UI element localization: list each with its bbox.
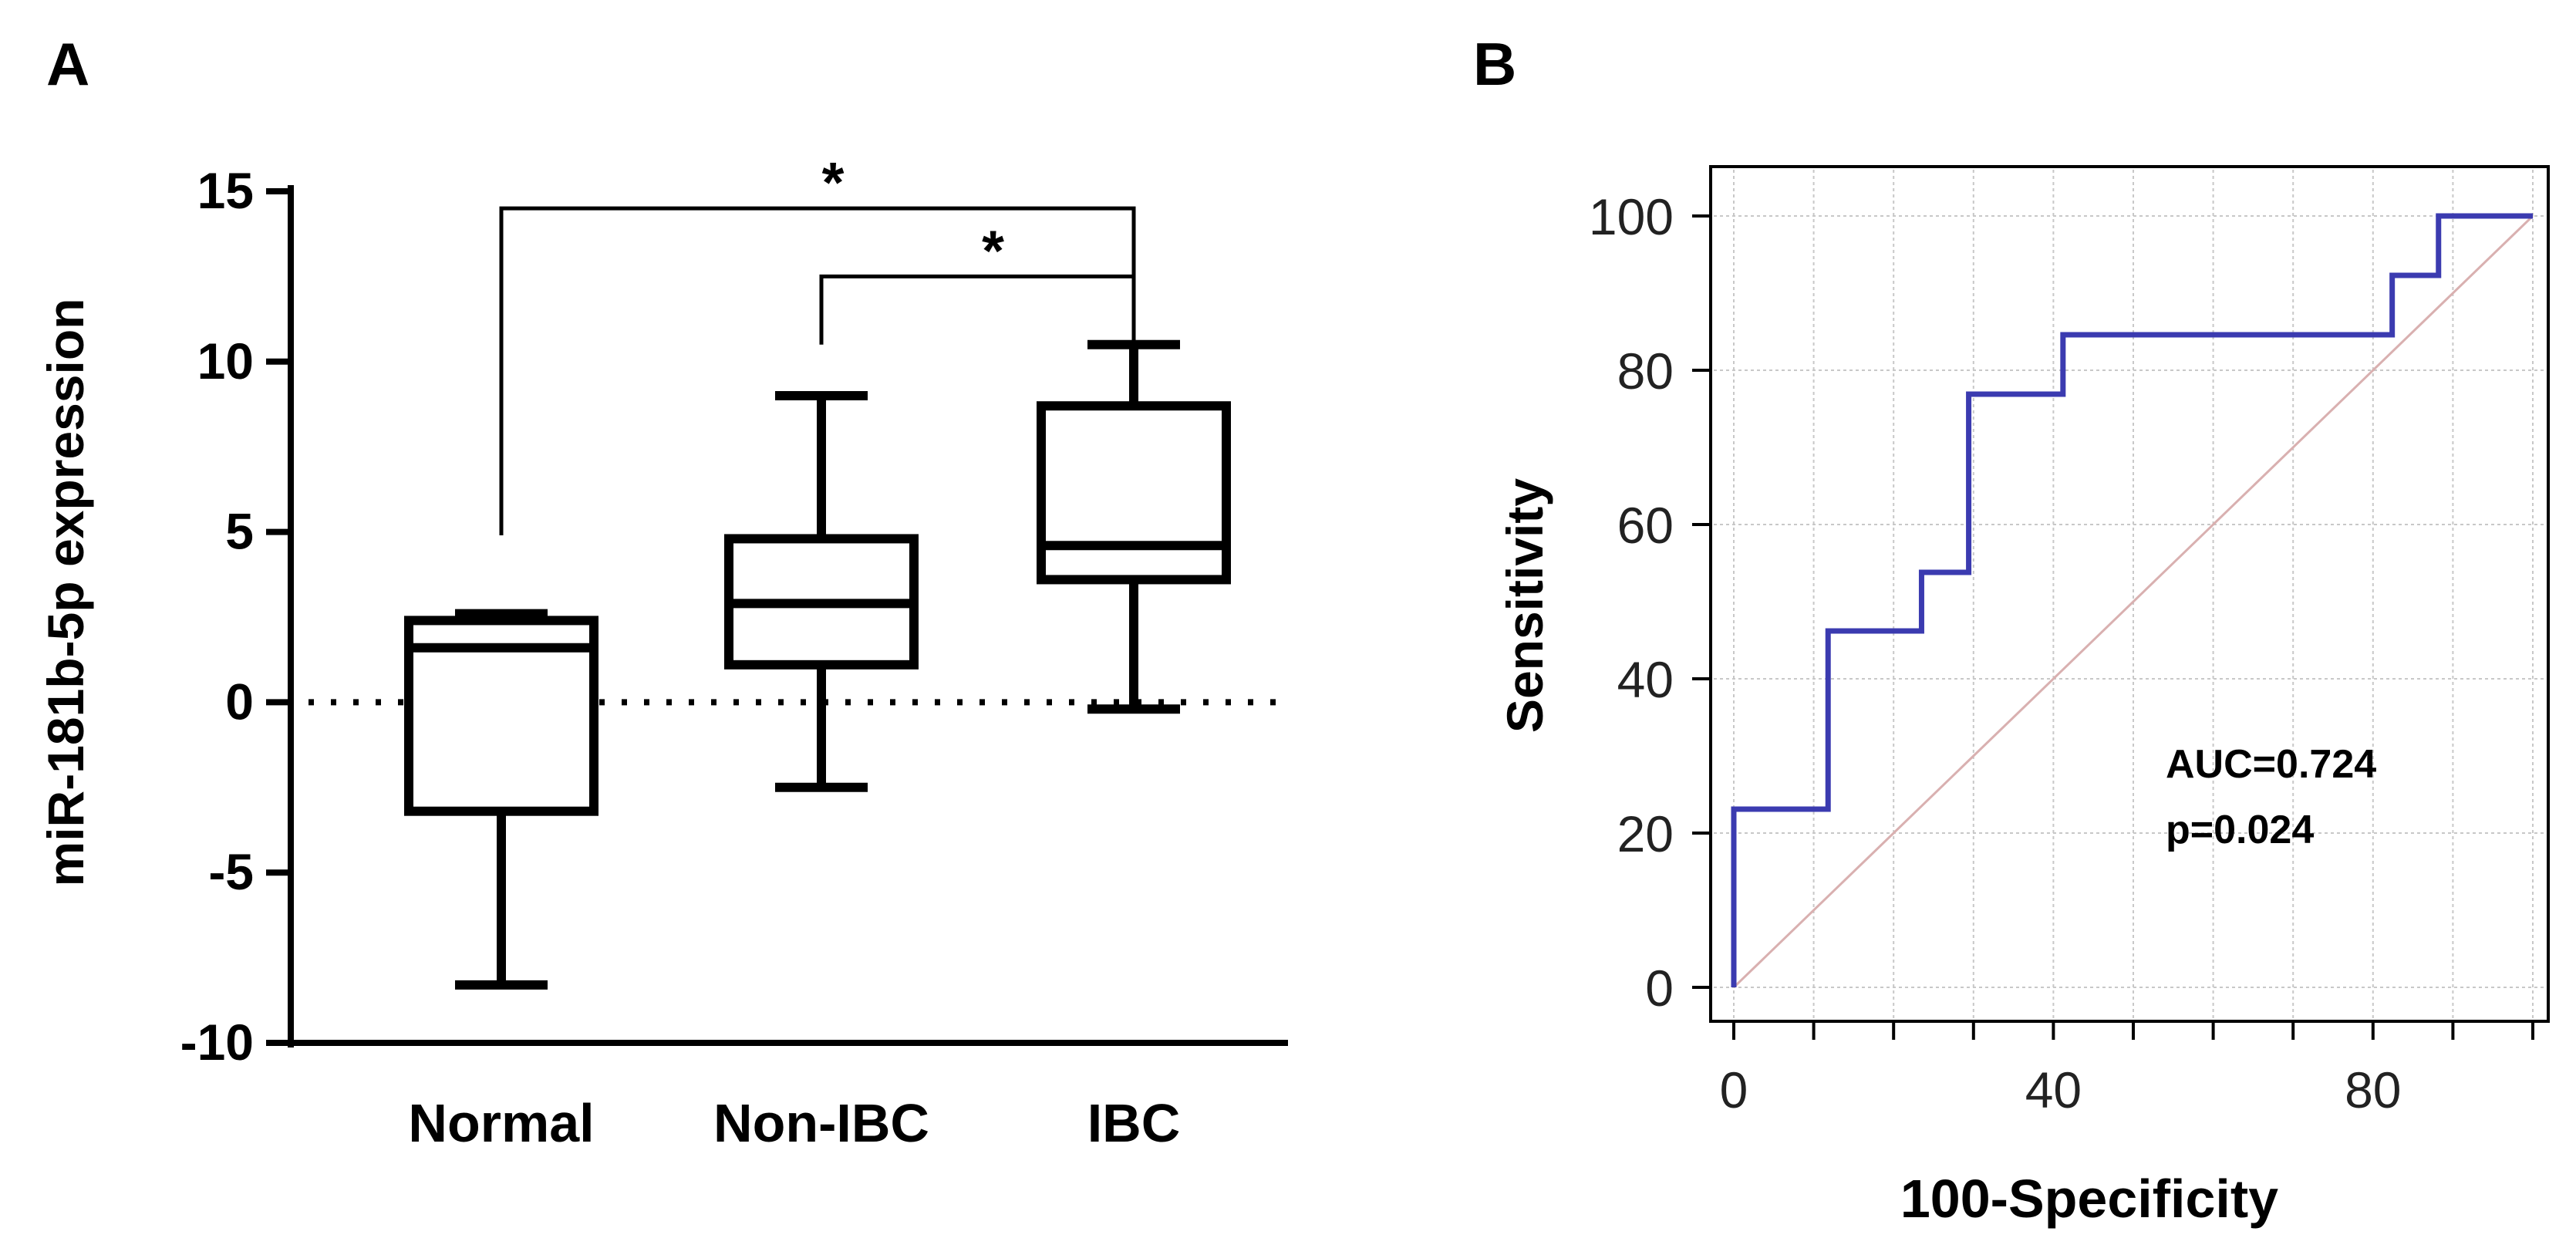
panel-b-gridlines bbox=[1714, 170, 2545, 1018]
significance-bracket bbox=[819, 274, 1136, 345]
panel-b: B 0 20 40 60 80 100 0 40 80 Sensitivity 100-Spe… bbox=[1473, 30, 2550, 1229]
panel-b-x-tick-label: 40 bbox=[2025, 1061, 2082, 1118]
panel-a-category-label: IBC bbox=[1087, 1093, 1181, 1153]
panel-b-y-tick-labels: 0 20 40 60 80 100 bbox=[1589, 188, 1674, 1017]
box-iqr bbox=[1037, 401, 1231, 585]
panel-a-category-labels: Normal Non-IBC IBC bbox=[408, 1093, 1180, 1153]
panel-b-y-tick-label: 20 bbox=[1617, 805, 1674, 862]
panel-b-y-axis-label: Sensitivity bbox=[1496, 478, 1553, 733]
panel-b-x-axis-label: 100-Specificity bbox=[1900, 1169, 2278, 1229]
panel-a-y-tick-label: -5 bbox=[208, 843, 254, 900]
box-normal bbox=[404, 609, 598, 990]
panel-a-y-tick-label: -10 bbox=[180, 1014, 254, 1071]
panel-a-category-label: Normal bbox=[408, 1093, 594, 1153]
panel-b-y-tick-label: 60 bbox=[1617, 497, 1674, 554]
panel-b-x-tick-label: 80 bbox=[2345, 1061, 2401, 1118]
panel-b-series bbox=[1731, 213, 2534, 989]
panel-b-plot-frame bbox=[1709, 165, 2550, 1023]
box-ibc bbox=[1037, 339, 1231, 714]
panel-a-y-tick-label: 10 bbox=[197, 332, 254, 390]
panel-a-y-ticks bbox=[266, 188, 291, 1046]
panel-a-y-tick-labels: 15 10 5 0 -5 -10 bbox=[180, 162, 254, 1071]
panel-b-p-value-annotation: p=0.024 bbox=[2166, 808, 2314, 852]
panel-b-reference-diagonal bbox=[1732, 214, 2534, 989]
panel-b-y-tick-label: 80 bbox=[1617, 342, 1674, 400]
panel-b-y-tick-label: 40 bbox=[1617, 651, 1674, 708]
panel-b-label: B bbox=[1473, 30, 1516, 98]
panel-a-category-label: Non-IBC bbox=[713, 1093, 929, 1153]
panel-a-boxes bbox=[404, 339, 1231, 990]
significance-star: * bbox=[822, 150, 845, 214]
panel-a-y-tick-label: 0 bbox=[225, 673, 254, 730]
box-non-ibc bbox=[724, 390, 919, 792]
panel-b-ticks bbox=[1692, 214, 2534, 1040]
panel-b-x-tick-label: 0 bbox=[1720, 1061, 1748, 1118]
panel-b-x-tick-labels: 0 40 80 bbox=[1720, 1061, 2402, 1118]
panel-a-y-tick-label: 5 bbox=[225, 503, 254, 560]
panel-b-auc-annotation: AUC=0.724 bbox=[2166, 742, 2376, 787]
panel-a-label: A bbox=[46, 30, 89, 98]
significance-star: * bbox=[982, 218, 1004, 282]
panel-b-y-tick-label: 100 bbox=[1589, 188, 1674, 245]
panel-b-y-tick-label: 0 bbox=[1645, 960, 1674, 1017]
panel-a-significance-brackets: ** bbox=[499, 150, 1136, 536]
panel-a-y-tick-label: 15 bbox=[197, 162, 254, 219]
panel-a-y-axis-label: miR-181b-5p expression bbox=[37, 299, 94, 887]
panel-b-roc-curve bbox=[1731, 213, 2533, 987]
